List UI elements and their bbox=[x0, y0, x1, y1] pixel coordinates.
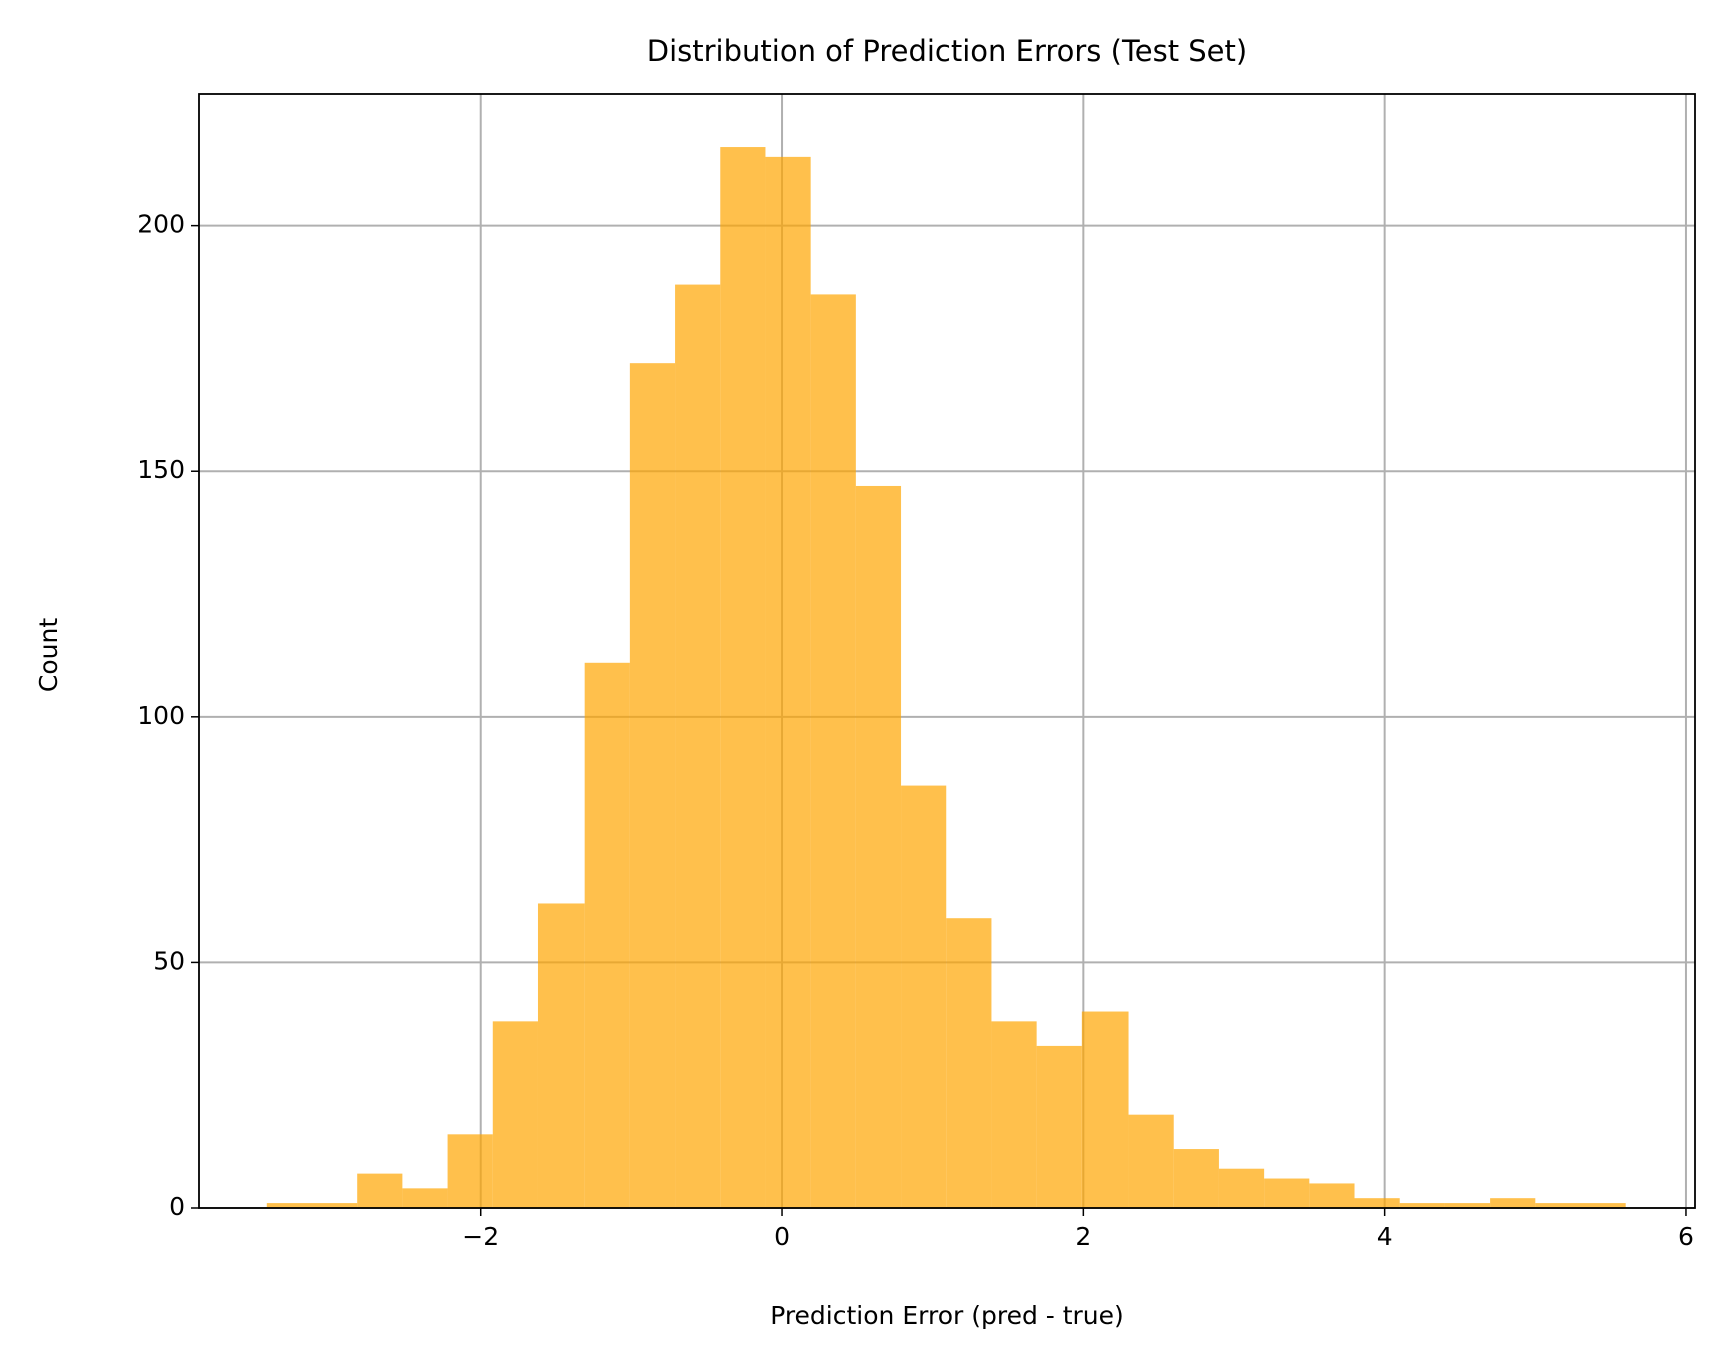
histogram-bar bbox=[946, 918, 992, 1208]
histogram-bar bbox=[1081, 1011, 1129, 1208]
histogram-bar bbox=[1399, 1203, 1445, 1208]
histogram-bar bbox=[675, 284, 721, 1208]
y-tick-label: 50 bbox=[153, 946, 185, 975]
histogram-bar bbox=[1218, 1168, 1265, 1208]
x-tick-label: 6 bbox=[1678, 1222, 1694, 1251]
histogram-bar bbox=[1264, 1178, 1310, 1208]
histogram-bar bbox=[492, 1021, 538, 1208]
histogram-bar bbox=[765, 156, 811, 1209]
y-tick-label: 150 bbox=[137, 455, 185, 484]
x-tick-label: 0 bbox=[774, 1222, 790, 1251]
histogram-bar bbox=[720, 147, 766, 1209]
y-tick-label: 100 bbox=[137, 701, 185, 730]
histogram-bar bbox=[357, 1173, 403, 1208]
histogram-bar bbox=[1128, 1114, 1174, 1208]
plot-frame bbox=[198, 93, 1696, 1209]
histogram-bar bbox=[1354, 1198, 1400, 1208]
histogram-bar bbox=[629, 363, 676, 1208]
histogram-bar bbox=[1036, 1045, 1082, 1208]
histogram-bar bbox=[901, 785, 947, 1208]
chart-title: Distribution of Prediction Errors (Test … bbox=[647, 34, 1247, 68]
x-tick-label: −2 bbox=[462, 1222, 499, 1251]
histogram-bar bbox=[584, 662, 630, 1208]
histogram-bar bbox=[1444, 1203, 1491, 1208]
histogram-bar bbox=[311, 1203, 358, 1208]
y-tick-label: 0 bbox=[169, 1192, 185, 1221]
y-tick-label: 200 bbox=[137, 210, 185, 239]
histogram-bar bbox=[1535, 1203, 1581, 1208]
histogram-bar bbox=[402, 1188, 448, 1208]
histogram-bar bbox=[1309, 1183, 1355, 1208]
histogram-bar bbox=[855, 485, 902, 1208]
x-axis-label: Prediction Error (pred - true) bbox=[770, 1301, 1124, 1330]
x-tick-label: 4 bbox=[1377, 1222, 1393, 1251]
histogram-bar bbox=[1490, 1198, 1536, 1208]
histogram-bar bbox=[447, 1134, 493, 1208]
histogram-bar bbox=[1173, 1149, 1219, 1208]
histogram-bar bbox=[810, 294, 856, 1209]
histogram-bar bbox=[266, 1203, 312, 1208]
histogram-bar bbox=[537, 903, 585, 1208]
y-axis-label: Count bbox=[34, 618, 63, 692]
x-tick-label: 2 bbox=[1075, 1222, 1091, 1251]
histogram-bar bbox=[1580, 1203, 1626, 1208]
histogram-bar bbox=[991, 1021, 1037, 1208]
